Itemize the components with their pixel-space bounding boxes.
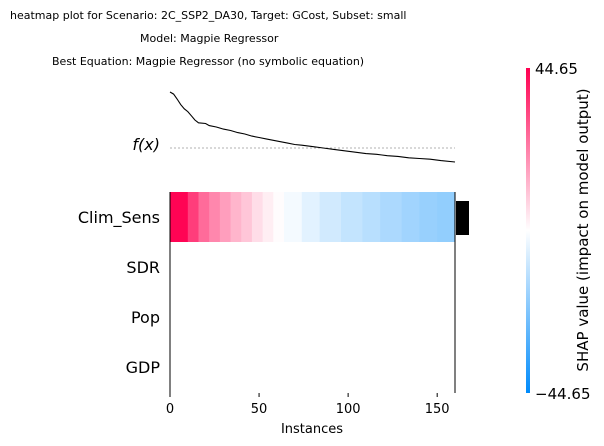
heatmap-cell [273, 192, 285, 242]
feature-label: Pop [131, 308, 160, 327]
heatmap-cell [341, 192, 363, 242]
title-line-3: Best Equation: Magpie Regressor (no symb… [52, 55, 365, 68]
heatmap-cell [251, 192, 264, 242]
heatmap-cell [437, 192, 456, 242]
heatmap-cell [230, 192, 242, 242]
feature-label: Clim_Sens [78, 208, 160, 228]
feature-label: SDR [126, 258, 160, 277]
heatmap-cell [419, 192, 438, 242]
row-clim-sens-cells [170, 192, 456, 242]
x-ticks: 0 50 100 150 [166, 393, 450, 417]
heatmap-cell [198, 192, 210, 242]
heatmap-cell [319, 192, 342, 242]
colorbar-min-label: −44.65 [535, 385, 591, 403]
heatmap-cell [262, 192, 274, 242]
heatmap-cell [241, 192, 253, 242]
importance-bar [456, 201, 469, 235]
fx-panel: f(x) [132, 91, 456, 163]
colorbar [526, 68, 530, 393]
heatmap-rows [170, 192, 456, 242]
x-tick-label: 0 [166, 402, 174, 417]
heatmap-cell [380, 192, 402, 242]
heatmap-cell [284, 192, 303, 242]
feature-labels: Clim_Sens SDR Pop GDP [78, 208, 160, 377]
colorbar-label: SHAP value (impact on model output) [574, 88, 592, 371]
x-axis-label: Instances [281, 422, 343, 437]
fx-curve [169, 91, 456, 163]
fx-label: f(x) [132, 135, 160, 154]
title-line-1: heatmap plot for Scenario: 2C_SSP2_DA30,… [10, 9, 407, 22]
heatmap-cell [209, 192, 221, 242]
heatmap-cell [401, 192, 420, 242]
title-line-2: Model: Magpie Regressor [140, 32, 279, 45]
colorbar-max-label: 44.65 [535, 60, 578, 78]
heatmap-cell [187, 192, 199, 242]
heatmap-cell [170, 192, 189, 242]
x-tick-label: 100 [336, 402, 361, 417]
feature-label: GDP [126, 358, 161, 377]
x-tick-label: 150 [425, 402, 450, 417]
x-tick-label: 50 [251, 402, 268, 417]
importance-bars [456, 201, 469, 235]
heatmap-cell [362, 192, 381, 242]
heatmap-cell [301, 192, 321, 242]
heatmap-cell [219, 192, 231, 242]
